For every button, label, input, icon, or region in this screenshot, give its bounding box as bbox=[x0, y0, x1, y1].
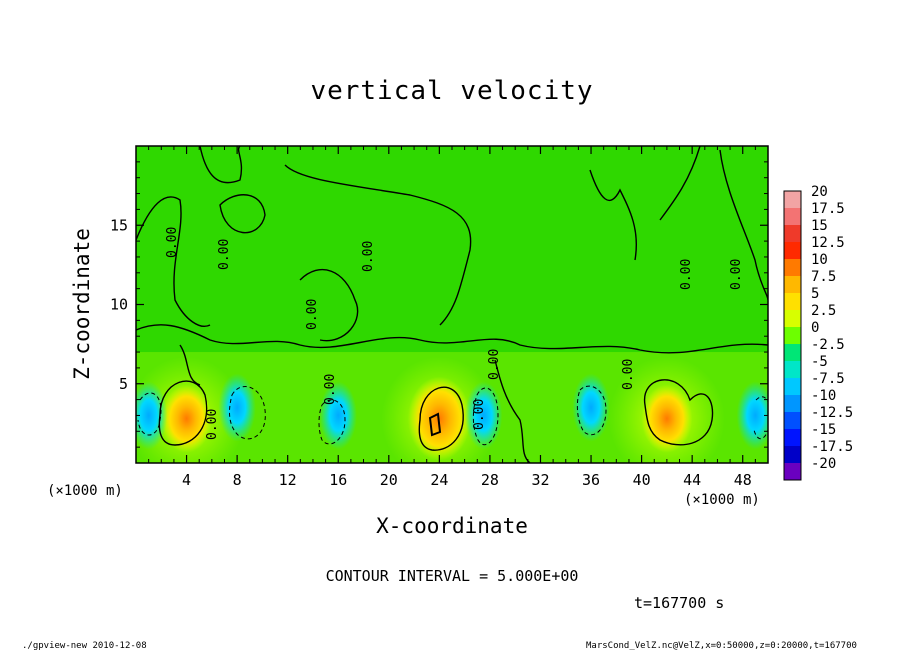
downdraft-core bbox=[736, 381, 768, 450]
colorbar-swatch bbox=[784, 344, 801, 361]
colorbar-tick-label: 15 bbox=[811, 218, 828, 234]
colorbar-tick-label: -17.5 bbox=[811, 439, 853, 455]
contour-label: 0.00 bbox=[472, 399, 487, 430]
contour-label: 0.00 bbox=[165, 227, 180, 258]
colorbar-swatch bbox=[784, 225, 801, 242]
x-tick-label: 40 bbox=[633, 471, 651, 489]
colorbar-tick-label: 10 bbox=[811, 252, 828, 268]
colorbar-swatch bbox=[784, 293, 801, 310]
colorbar-tick-label: -5 bbox=[811, 354, 828, 370]
colorbar-swatch bbox=[784, 191, 801, 208]
x-unit-label-left: (×1000 m) bbox=[47, 483, 123, 499]
contour-label: 0.00 bbox=[729, 259, 744, 290]
colorbar-frame bbox=[783, 190, 802, 481]
contour-label: 0.00 bbox=[621, 359, 636, 390]
colorbar: 2017.51512.5107.552.50-2.5-5-7.5-10-12.5… bbox=[783, 184, 853, 481]
colorbar-swatch bbox=[784, 361, 801, 378]
downdraft-core bbox=[319, 381, 357, 450]
colorbar-tick-label: 5 bbox=[811, 286, 819, 302]
y-tick-label: 10 bbox=[110, 296, 128, 314]
colorbar-swatch bbox=[784, 208, 801, 225]
y-axis: 5 10 15 bbox=[110, 161, 768, 448]
contour-lines bbox=[136, 146, 768, 463]
downdraft-core bbox=[218, 373, 256, 442]
footer-right: MarsCond_VelZ.nc@VelZ,x=0:50000,z=0:2000… bbox=[586, 641, 857, 651]
x-tick-label: 24 bbox=[430, 471, 448, 489]
x-tick-label: 28 bbox=[481, 471, 499, 489]
downdraft-core bbox=[572, 373, 610, 442]
colorbar-tick-label: 0 bbox=[811, 320, 819, 336]
contour-label: 0.00 bbox=[323, 374, 338, 405]
x-axis: 4 8 12 16 20 24 28 32 36 40 44 48 bbox=[148, 146, 756, 489]
x-tick-label: 32 bbox=[531, 471, 549, 489]
x-tick-label: 8 bbox=[233, 471, 242, 489]
colorbar-swatch bbox=[784, 242, 801, 259]
contour-label: 0.00 bbox=[487, 349, 502, 380]
contour-label: 0.00 bbox=[361, 241, 376, 272]
colorbar-swatch bbox=[784, 276, 801, 293]
colorbar-swatch bbox=[784, 378, 801, 395]
y-axis-label: Z-coordinate bbox=[70, 228, 94, 380]
contour-label: 0.00 bbox=[679, 259, 694, 290]
colorbar-swatch bbox=[784, 327, 801, 344]
chart-title: vertical velocity bbox=[310, 76, 594, 106]
x-unit-label-right: (×1000 m) bbox=[684, 492, 760, 508]
x-tick-label: 16 bbox=[329, 471, 347, 489]
colorbar-swatch bbox=[784, 259, 801, 276]
contour-label: 0.00 bbox=[305, 299, 320, 330]
colorbar-tick-label: -15 bbox=[811, 422, 836, 438]
time-label: t=167700 s bbox=[634, 594, 725, 612]
colorbar-tick-label: -20 bbox=[811, 456, 836, 472]
colorbar-tick-label: 2.5 bbox=[811, 303, 836, 319]
x-tick-label: 44 bbox=[683, 471, 701, 489]
colorbar-swatch bbox=[784, 429, 801, 446]
footer-left: ./gpview-new 2010-12-08 bbox=[22, 641, 147, 651]
contour-interval-text: CONTOUR INTERVAL = 5.000E+00 bbox=[325, 567, 579, 585]
plot-area: 0.00 0.00 0.00 0.00 0.00 0.00 0.00 0.00 … bbox=[136, 146, 768, 463]
colorbar-swatch bbox=[784, 395, 801, 412]
contour-label: 0.00 bbox=[205, 409, 220, 440]
field-layer bbox=[136, 352, 768, 463]
colorbar-tick-label: -10 bbox=[811, 388, 836, 404]
colorbar-tick-label: -7.5 bbox=[811, 371, 845, 387]
colorbar-tick-label: -12.5 bbox=[811, 405, 853, 421]
downdraft-core bbox=[464, 381, 503, 450]
colorbar-tick-label: 12.5 bbox=[811, 235, 845, 251]
colorbar-swatch bbox=[784, 412, 801, 429]
x-tick-label: 12 bbox=[279, 471, 297, 489]
x-axis-label: X-coordinate bbox=[376, 514, 528, 538]
y-tick-label: 15 bbox=[110, 216, 128, 234]
x-tick-label: 4 bbox=[182, 471, 191, 489]
colorbar-swatch bbox=[784, 446, 801, 463]
x-tick-label: 36 bbox=[582, 471, 600, 489]
colorbar-tick-label: 17.5 bbox=[811, 201, 845, 217]
updraft-core bbox=[161, 384, 213, 453]
colorbar-swatch bbox=[784, 463, 801, 480]
x-tick-label: 48 bbox=[734, 471, 752, 489]
colorbar-tick-label: 7.5 bbox=[811, 269, 836, 285]
x-tick-label: 20 bbox=[380, 471, 398, 489]
negative-contours bbox=[137, 385, 768, 446]
colorbar-swatch bbox=[784, 310, 801, 327]
colorbar-tick-label: 20 bbox=[811, 184, 828, 200]
colorbar-tick-label: -2.5 bbox=[811, 337, 845, 353]
y-tick-label: 5 bbox=[119, 375, 128, 393]
contour-labels: 0.00 0.00 0.00 0.00 0.00 0.00 0.00 0.00 … bbox=[165, 227, 744, 440]
contour-label: 0.00 bbox=[217, 239, 232, 270]
